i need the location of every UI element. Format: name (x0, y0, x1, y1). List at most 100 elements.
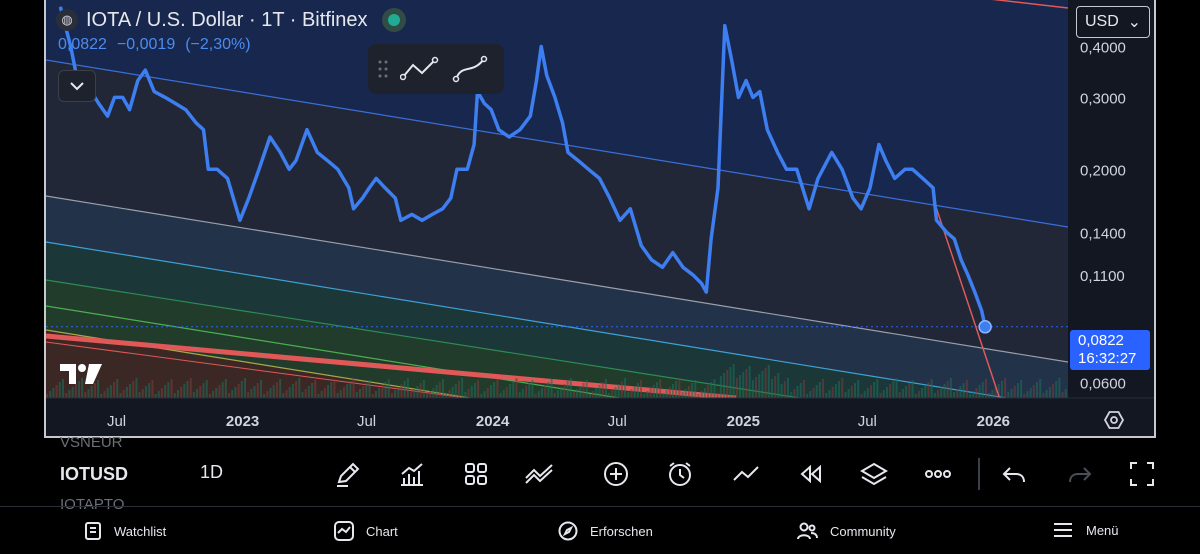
volume-bar (898, 392, 901, 398)
nav-community[interactable]: Community (796, 521, 896, 541)
volume-bar (962, 383, 965, 398)
volume-bar (911, 380, 914, 398)
indicators-button[interactable] (396, 458, 428, 490)
replay-button[interactable] (794, 458, 826, 490)
volume-bar (943, 384, 946, 398)
layouts-button[interactable] (460, 458, 492, 490)
volume-bar (873, 382, 876, 398)
volume-bar (863, 391, 866, 398)
price-point (841, 168, 843, 170)
trend-path-icon[interactable] (400, 55, 440, 83)
volume-bar (499, 393, 502, 398)
volume-bar (435, 385, 438, 398)
volume-bar (259, 380, 262, 398)
iota-logo-icon: ◍ (56, 9, 78, 31)
volume-bar (365, 383, 368, 398)
price-point (619, 219, 621, 221)
compare-button[interactable] (524, 458, 556, 490)
nav-menu[interactable]: Menü (1052, 521, 1119, 539)
objects-button[interactable] (858, 458, 890, 490)
volume-bar (671, 384, 674, 398)
price-point (337, 168, 339, 170)
volume-bar (295, 381, 298, 398)
volume-bar (84, 392, 87, 398)
volume-bar (968, 394, 971, 398)
chart-type-button[interactable] (730, 458, 762, 490)
currency-select[interactable]: USD ⌄ (1076, 6, 1150, 38)
axis-settings-icon[interactable] (1103, 411, 1125, 429)
tradingview-logo-icon (60, 364, 102, 384)
symbol-button[interactable]: IOTUSD (60, 464, 129, 484)
add-button[interactable] (600, 458, 632, 490)
volume-bar (1004, 378, 1007, 398)
volume-bar (1010, 389, 1013, 398)
volume-bar (358, 389, 361, 398)
redo-button[interactable] (1064, 458, 1096, 490)
volume-bar (927, 382, 930, 398)
volume-bar (1052, 384, 1055, 398)
price-point (483, 102, 485, 105)
volume-bar (780, 384, 783, 398)
chart-frame[interactable]: 0,4000 0,3000 0,2000 0,1400 0,1100 0,0600 Jul 2… (44, 0, 1156, 438)
price-point (932, 187, 934, 189)
nav-watchlist[interactable]: Watchlist (84, 521, 166, 541)
volume-bar (557, 390, 559, 398)
volume-bar (879, 393, 882, 398)
volume-bar (228, 393, 231, 398)
compass-icon (558, 521, 578, 541)
price-point (682, 266, 684, 268)
volume-bar (515, 378, 518, 398)
volume-bar (256, 383, 259, 398)
volume-bar (806, 394, 809, 398)
price-point (185, 109, 187, 111)
watchlist-next-symbol[interactable]: IOTAPTO (60, 496, 125, 513)
fullscreen-button[interactable] (1126, 458, 1158, 490)
volume-bar (1045, 390, 1048, 398)
volume-bar (176, 390, 179, 398)
more-button[interactable] (922, 458, 954, 490)
volume-bar (576, 389, 579, 398)
price-point (935, 219, 938, 221)
price-point (766, 129, 768, 131)
volume-bar (253, 386, 256, 398)
volume-bar (173, 393, 176, 398)
volume-bar (566, 381, 569, 398)
currency-value: USD (1085, 13, 1119, 30)
alert-button[interactable] (664, 458, 696, 490)
price-point (431, 213, 433, 216)
volume-bar (981, 382, 984, 398)
undo-button[interactable] (998, 458, 1030, 490)
nav-explore[interactable]: Erforschen (558, 521, 653, 541)
price-point (153, 91, 155, 93)
y-tick-label: 0,0600 (1080, 376, 1126, 393)
price-point (384, 187, 386, 189)
curve-tool-icon[interactable] (452, 55, 488, 83)
price-point (258, 168, 260, 170)
volume-bar (560, 387, 563, 398)
volume-bar (1032, 385, 1035, 398)
toolbar-divider (978, 458, 980, 490)
drag-handle-icon[interactable] (378, 59, 388, 79)
gear-outline (1103, 411, 1125, 429)
volume-bar (100, 394, 103, 398)
volume-bar (588, 394, 591, 398)
volume-bar (854, 383, 857, 398)
price-point (981, 310, 983, 312)
volume-bar (157, 391, 160, 398)
legend-collapse-button[interactable] (58, 70, 96, 102)
volume-bar (940, 387, 943, 398)
volume-bar (838, 381, 841, 398)
volume-bar (965, 380, 968, 398)
nav-chart[interactable]: Chart (334, 521, 398, 541)
volume-bar (860, 394, 863, 398)
drawing-tools-button[interactable] (332, 458, 364, 490)
interval-button[interactable]: 1D (200, 462, 224, 482)
price-point (831, 151, 833, 153)
price-point (288, 168, 290, 170)
volume-bar (665, 390, 668, 398)
x-tick-label: 2023 (226, 413, 259, 430)
watchlist-prev-symbol[interactable]: VSNEUR (60, 434, 123, 451)
volume-bar (818, 382, 821, 398)
price-chart[interactable]: 0,4000 0,3000 0,2000 0,1400 0,1100 0,0600 Jul 2… (46, 0, 1154, 436)
volume-bar (608, 393, 611, 398)
